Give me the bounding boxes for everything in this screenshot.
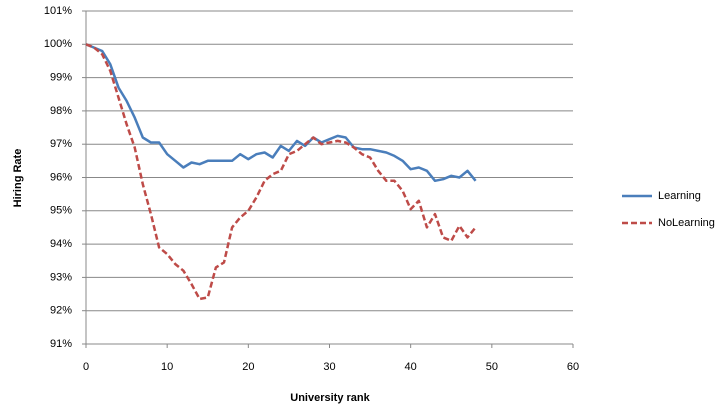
- x-tick-label: 40: [405, 361, 417, 373]
- x-tick-label: 60: [567, 361, 579, 373]
- y-tick-label: 95%: [50, 205, 72, 217]
- y-tick-label: 100%: [44, 38, 72, 50]
- x-axis-label: University rank: [290, 392, 370, 404]
- series-line: [85, 43, 477, 301]
- y-tick-label: 99%: [50, 72, 72, 84]
- series-line: [85, 43, 477, 183]
- x-tick-label: 10: [161, 361, 173, 373]
- legend-label: NoLearning: [658, 217, 715, 229]
- y-tick-label: 93%: [50, 271, 72, 283]
- y-tick-label: 101%: [44, 5, 72, 17]
- x-tick-label: 50: [486, 361, 498, 373]
- y-tick-label: 91%: [50, 338, 72, 350]
- x-tick-label: 20: [242, 361, 254, 373]
- y-axis-label: Hiring Rate: [12, 149, 24, 208]
- y-tick-label: 97%: [50, 138, 72, 150]
- x-tick-label: 0: [83, 361, 89, 373]
- legend-label: Learning: [658, 190, 701, 202]
- y-tick-label: 94%: [50, 238, 72, 250]
- y-tick-label: 98%: [50, 105, 72, 117]
- y-tick-label: 96%: [50, 171, 72, 183]
- y-tick-label: 92%: [50, 305, 72, 317]
- x-tick-label: 30: [323, 361, 335, 373]
